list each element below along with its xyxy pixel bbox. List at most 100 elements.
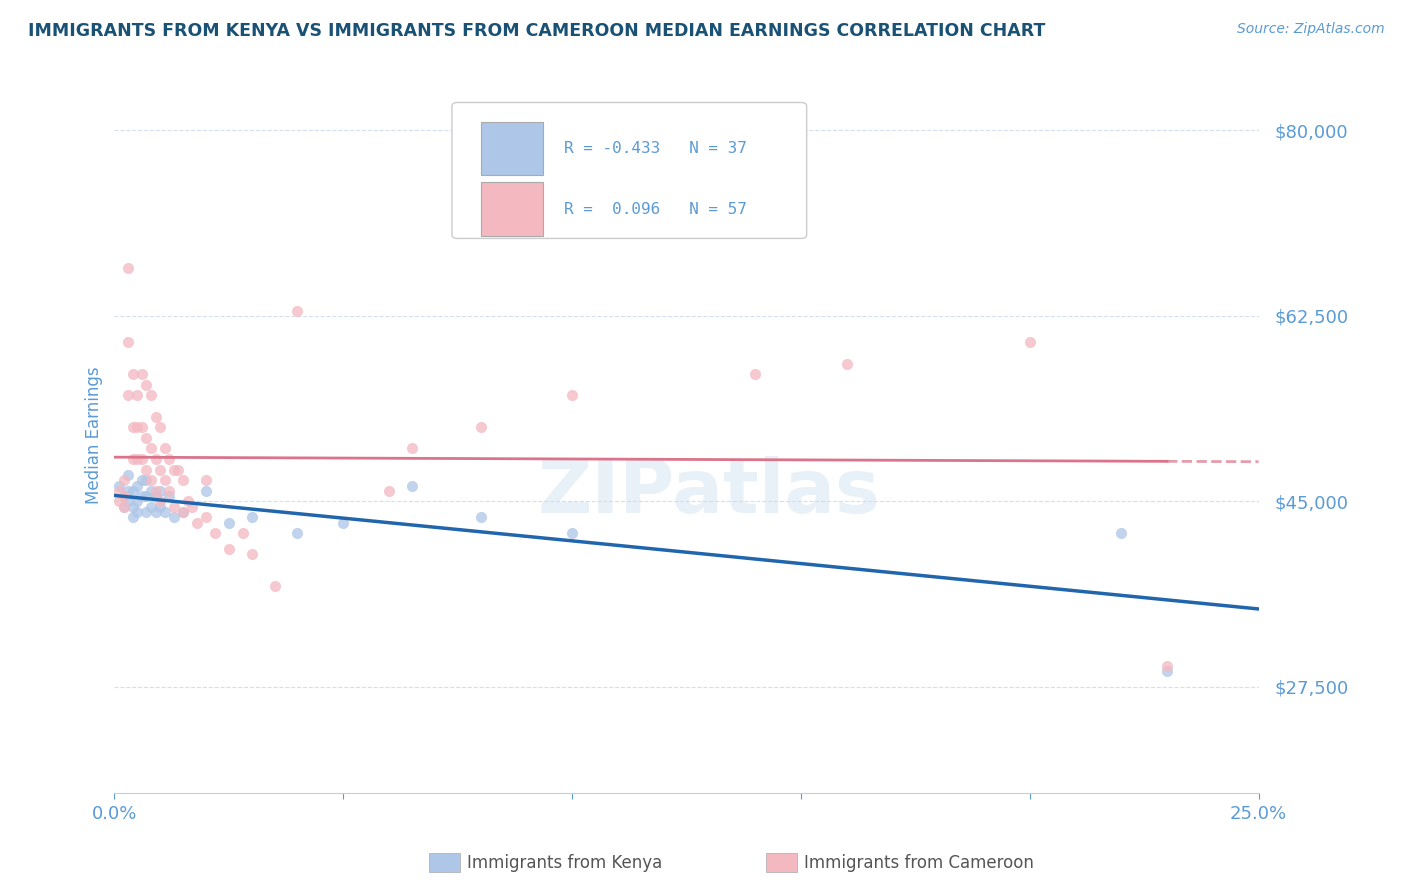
Point (135, 473, 157, 487)
Point (181, 500, 204, 514)
Point (127, 494, 149, 508)
Point (1111, 526, 1133, 541)
FancyBboxPatch shape (481, 182, 544, 235)
Point (378, 483, 401, 498)
Point (121, 483, 143, 498)
Point (1156, 658, 1178, 673)
Point (139, 442, 162, 456)
Point (153, 442, 176, 456)
Point (112, 489, 135, 503)
Text: IMMIGRANTS FROM KENYA VS IMMIGRANTS FROM CAMEROON MEDIAN EARNINGS CORRELATION CH: IMMIGRANTS FROM KENYA VS IMMIGRANTS FROM… (28, 22, 1046, 40)
Text: ZIPatlas: ZIPatlas (538, 456, 880, 529)
Point (163, 510, 186, 524)
Point (131, 368, 153, 382)
Point (139, 473, 162, 487)
Point (121, 500, 143, 514)
Point (135, 463, 157, 477)
Point (149, 500, 172, 514)
Point (149, 483, 172, 498)
Point (218, 516, 240, 530)
Point (218, 542, 240, 557)
Point (117, 388, 139, 402)
Point (470, 510, 492, 524)
Point (117, 335, 139, 350)
Point (145, 505, 167, 519)
Point (561, 526, 583, 541)
Point (131, 452, 153, 467)
Point (117, 494, 139, 508)
Point (287, 303, 309, 318)
Point (131, 473, 153, 487)
Point (135, 431, 157, 445)
Point (561, 388, 583, 402)
Point (172, 505, 194, 519)
Point (176, 494, 198, 508)
Point (127, 420, 149, 434)
Point (139, 500, 162, 514)
Point (145, 489, 167, 503)
Point (163, 463, 186, 477)
Point (121, 420, 143, 434)
Point (1018, 335, 1040, 350)
Point (135, 505, 157, 519)
Point (145, 483, 167, 498)
Point (232, 526, 254, 541)
Point (121, 510, 143, 524)
Point (332, 516, 354, 530)
Point (145, 452, 167, 467)
Point (204, 526, 226, 541)
Point (744, 368, 766, 382)
Point (112, 500, 135, 514)
Point (135, 377, 157, 392)
Point (153, 473, 176, 487)
Point (135, 489, 157, 503)
Text: R =  0.096   N = 57: R = 0.096 N = 57 (564, 202, 747, 217)
Point (194, 510, 217, 524)
Point (194, 483, 217, 498)
Point (145, 409, 167, 424)
Point (401, 442, 423, 456)
Text: R = -0.433   N = 37: R = -0.433 N = 37 (564, 141, 747, 156)
Text: Immigrants from Cameroon: Immigrants from Cameroon (804, 854, 1033, 871)
FancyBboxPatch shape (481, 121, 544, 176)
Point (127, 505, 149, 519)
Y-axis label: Median Earnings: Median Earnings (86, 367, 103, 504)
Point (127, 478, 149, 492)
Point (108, 483, 131, 498)
Point (167, 463, 190, 477)
Point (240, 548, 263, 562)
Point (149, 463, 172, 477)
Point (127, 452, 149, 467)
Point (186, 516, 208, 530)
Point (401, 478, 423, 492)
Point (121, 452, 143, 467)
Point (149, 420, 172, 434)
Point (470, 420, 492, 434)
Point (112, 473, 135, 487)
Point (108, 478, 131, 492)
Point (139, 483, 162, 498)
Point (149, 494, 172, 508)
Point (127, 388, 149, 402)
Point (172, 505, 194, 519)
Point (835, 357, 858, 371)
Point (157, 489, 180, 503)
Point (157, 483, 180, 498)
Point (131, 420, 153, 434)
Point (1156, 664, 1178, 678)
Text: Immigrants from Kenya: Immigrants from Kenya (467, 854, 662, 871)
Text: Source: ZipAtlas.com: Source: ZipAtlas.com (1237, 22, 1385, 37)
FancyBboxPatch shape (451, 103, 807, 238)
Point (172, 473, 194, 487)
Point (112, 500, 135, 514)
Point (157, 452, 180, 467)
Point (153, 505, 176, 519)
Point (121, 368, 143, 382)
Point (263, 579, 285, 593)
Point (287, 526, 309, 541)
Point (108, 494, 131, 508)
Point (131, 489, 153, 503)
Point (163, 500, 186, 514)
Point (139, 388, 162, 402)
Point (117, 483, 139, 498)
